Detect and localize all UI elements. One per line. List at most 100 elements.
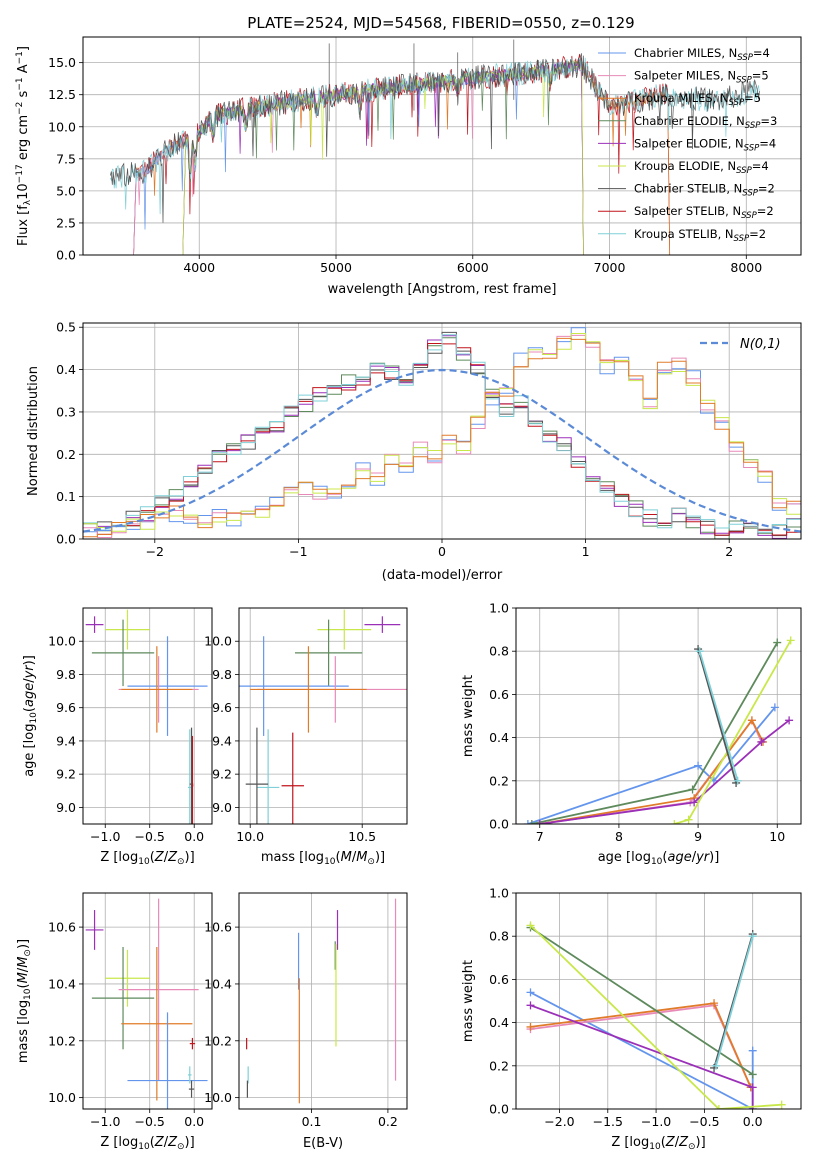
residuals-xtick-label: 1 xyxy=(582,544,590,559)
legend-entry-main: Salpeter STELIB, N xyxy=(634,204,741,218)
figure-title: PLATE=2524, MJD=54568, FIBERID=0550, z=0… xyxy=(247,14,634,32)
weight_vs_Z-xtick-label: 0.0 xyxy=(743,1114,763,1129)
mass_vs_EBV-grid xyxy=(239,893,407,1109)
spectrum-ylabel-part: A xyxy=(16,64,31,77)
weight_vs_Z-xlabel-part: Z [log xyxy=(611,1135,649,1150)
age_vs_Z-ytick-label: 9.4 xyxy=(56,733,76,748)
weight_vs_Z-marker xyxy=(526,921,535,930)
mass_vs_Z-xlabel-part: Z xyxy=(154,1135,165,1150)
age_vs_mass-xlabel-part: ⊙ xyxy=(367,857,375,867)
residuals-ytick-label: 0.1 xyxy=(56,489,76,504)
age_vs_Z-xlabel-part: ( xyxy=(150,850,155,865)
age_vs_Z-ylabel-part: ( xyxy=(22,707,37,712)
weight_vs_Z-marker xyxy=(526,1001,535,1010)
age_vs_Z-xlabel-part: Z xyxy=(167,850,178,865)
weight_vs_age-marker xyxy=(523,820,532,824)
weight_vs_age-xtick-label: 10 xyxy=(769,829,785,844)
weight_vs_Z-ytick-label: 0.6 xyxy=(489,972,509,987)
mass_vs_Z-ylabel-part: mass [log xyxy=(16,1000,31,1063)
weight_vs_age-line-chabrier-stelib xyxy=(697,648,737,784)
weight_vs_Z-line-kroupa-elodie xyxy=(529,924,782,1109)
mass_vs_Z-xlabel-part: )] xyxy=(185,1135,195,1150)
legend-entry: Kroupa STELIB, NSSP=2 xyxy=(634,227,766,244)
legend-entry-main: Chabrier STELIB, N xyxy=(634,182,742,196)
weight_vs_age-xlabel-part: yr xyxy=(695,850,711,865)
age_vs_Z-ytick-label: 9.2 xyxy=(56,767,76,782)
mass_vs_Z-xlabel-part: ⊙ xyxy=(177,1142,185,1152)
mass_vs_Z-ytick-label: 10.6 xyxy=(48,920,76,935)
spectrum-ytick-label: 10.0 xyxy=(48,119,76,134)
weight_vs_age-grid xyxy=(516,607,801,825)
spectrum-series-chabrier-stelib xyxy=(110,53,760,223)
spectrum-ytick-label: 15.0 xyxy=(48,55,76,70)
spectrum-ytick-label: 2.5 xyxy=(56,215,76,230)
legend-entry: Chabrier MILES, NSSP=4 xyxy=(634,46,770,63)
age_vs_mass-xlabel: mass [log10(M/M⊙)] xyxy=(261,850,385,867)
weight_vs_age-marker xyxy=(747,716,756,725)
weight_vs_age-frame xyxy=(515,607,802,825)
mass_vs_Z-ytick-label: 10.4 xyxy=(48,976,76,991)
gaussian-legend-label: N(0,1) xyxy=(740,337,781,352)
weight_vs_Z-xlabel-part: Z xyxy=(665,1135,676,1150)
age_vs_Z-grid xyxy=(83,608,212,824)
spectrum-series-kroupa-elodie xyxy=(182,60,584,255)
spectrum-ytick-label: 0.0 xyxy=(56,248,76,263)
weight_vs_age-xlabel-part: age xyxy=(667,850,691,865)
weight_vs_age-line-chabrier-miles xyxy=(527,706,776,824)
legend-entry-post: =5 xyxy=(752,69,769,83)
mass_vs_EBV-ytick-label: 10.2 xyxy=(204,1033,232,1048)
age_vs_Z-data xyxy=(85,609,208,824)
mass_vs_Z-panel: −1.0 −0.5 0.010.010.210.410.6Z [log10(Z/Z⊙… xyxy=(16,892,213,1152)
mass_vs_Z-ylabel-part: M xyxy=(16,957,31,968)
age_vs_mass-xtick-label: 10.0 xyxy=(236,829,264,844)
spectrum-ylabel-part: Flux [f xyxy=(16,205,31,246)
legend-entry: Salpeter STELIB, NSSP=2 xyxy=(634,204,774,221)
age_vs_mass-xlabel-part: ( xyxy=(336,850,341,865)
weight_vs_age-xlabel-part: / xyxy=(692,850,697,865)
mass_vs_Z-data xyxy=(85,898,208,1109)
legend-entry-sub: SSP xyxy=(736,166,752,176)
mass_vs_Z-xlabel-part: Z xyxy=(167,1135,178,1150)
spectrum-ytick-label: 7.5 xyxy=(56,151,76,166)
spectrum-ylabel-part: ] xyxy=(16,46,31,51)
age_vs_Z-xlabel-part: ⊙ xyxy=(177,857,185,867)
age_vs_mass-xtick-label: 10.5 xyxy=(348,829,376,844)
weight_vs_Z-ytick-label: 0.4 xyxy=(489,1015,509,1030)
weight_vs_age-xlabel: age [log10(age/yr)] xyxy=(598,850,720,867)
residuals-data xyxy=(83,327,801,539)
weight_vs_age-marker xyxy=(786,636,795,645)
mass_vs_EBV-xtick-label: 0.2 xyxy=(378,1114,398,1129)
residual-hist-kroupa-miles xyxy=(83,337,801,538)
weight_vs_age-marker xyxy=(690,798,699,807)
age_vs_Z-xlabel-part: Z xyxy=(154,850,165,865)
weight_vs_Z-marker xyxy=(748,932,757,941)
age_vs_Z-ylabel: age [log10(age/yr)] xyxy=(22,655,39,777)
weight_vs_age-xlabel-part: 10 xyxy=(651,857,663,867)
weight_vs_age-data xyxy=(523,636,795,824)
residuals-ylabel: Normed distribution xyxy=(26,366,41,496)
mass_vs_Z-xtick-label: 0.0 xyxy=(184,1114,204,1129)
legend-entry-sub: SSP xyxy=(742,189,758,199)
age_vs_mass-grid xyxy=(239,608,407,824)
age_vs_Z-xtick-label: 0.0 xyxy=(184,829,204,844)
mass_vs_EBV-xtick-label: 0.1 xyxy=(302,1114,322,1129)
weight_vs_age-ytick-label: 0.0 xyxy=(489,817,509,832)
residuals-panel: −2 −1 0 1 2 0.0 0.1 0.2 0.3 0.4 0.5 (data-model)/er… xyxy=(26,320,802,583)
legend-entry-main: Salpeter MILES, N xyxy=(634,69,736,83)
spectrum-xtick-label: 8000 xyxy=(730,260,762,275)
weight_vs_Z-xlabel-part: 10 xyxy=(649,1142,661,1152)
spectrum-ylabel-part: λ xyxy=(23,199,33,205)
spectrum-ylabel-part: 10 xyxy=(16,183,31,200)
residuals-ytick-label: 0.2 xyxy=(56,447,76,462)
weight_vs_age-line-salpeter-elodie xyxy=(539,719,790,824)
legend-entry-sub: SSP xyxy=(745,121,761,131)
legend-entry-main: Salpeter ELODIE, N xyxy=(634,136,744,150)
age_vs_mass-xlabel-part: 10 xyxy=(324,857,336,867)
mass_vs_Z-ytick-label: 10.0 xyxy=(48,1090,76,1105)
residuals-xtick-label: −2 xyxy=(146,544,164,559)
mass_vs_EBV-xlabel: E(B-V) xyxy=(303,1136,343,1151)
plots-layer: 4000 5000 6000 7000 80000.02.55.07.510.012.5… xyxy=(15,36,802,1152)
spectrum-ylabel-part: −2 xyxy=(15,102,25,115)
